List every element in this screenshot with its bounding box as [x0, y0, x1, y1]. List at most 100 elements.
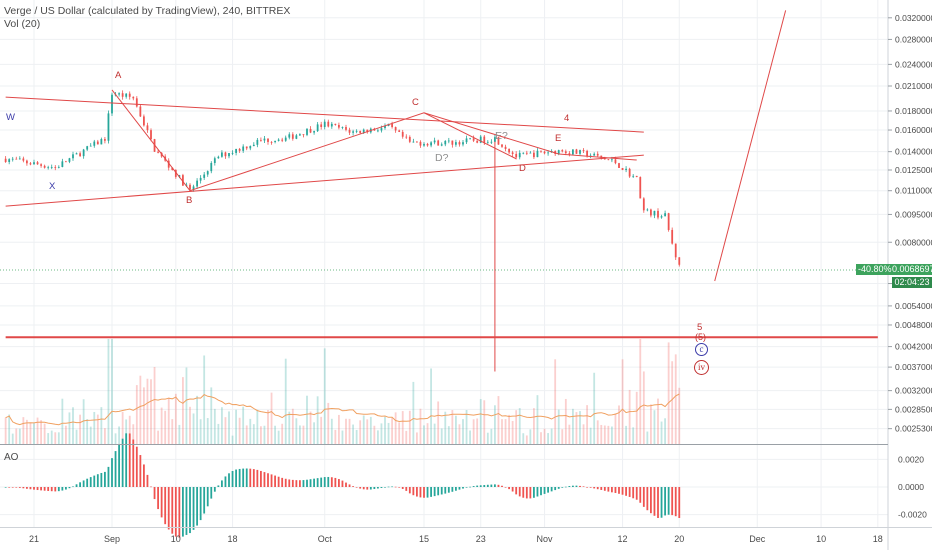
candle-body [345, 127, 347, 130]
ao-bar [479, 485, 482, 487]
candle-body [210, 162, 213, 172]
candle-body [274, 140, 276, 143]
wave-drawings[interactable] [5, 10, 878, 372]
candle-body [568, 153, 571, 155]
candle-body [394, 127, 397, 131]
candle-body [678, 257, 681, 265]
candle-body [469, 138, 471, 140]
candle-body [267, 138, 269, 142]
ao-bar [653, 487, 656, 516]
volume-bar [508, 414, 510, 444]
volume-bar [557, 409, 560, 444]
candle-body [494, 137, 496, 142]
upper-triangle-line[interactable] [5, 96, 644, 133]
candle-body [252, 144, 255, 147]
volume-bar [338, 414, 340, 444]
ao-bar [561, 487, 564, 488]
ao-bar [614, 487, 617, 493]
time-tick-1: Sep [104, 534, 120, 544]
ao-bar [57, 487, 60, 492]
candle-body [366, 129, 369, 133]
ao-bar [412, 487, 415, 496]
candle-body [203, 174, 206, 178]
volume-bar [639, 339, 642, 444]
volume-bar [252, 424, 255, 444]
ao-tick-label-0: 0.0020 [898, 454, 924, 464]
ao-bar [391, 486, 393, 488]
ao-bar [618, 487, 620, 494]
candle-body [327, 121, 330, 127]
ao-bar [373, 487, 376, 490]
candle-body [511, 152, 514, 154]
candle-body [256, 139, 259, 145]
volume-bar [104, 428, 106, 444]
ao-bar [341, 480, 344, 487]
ao-bar [295, 480, 298, 487]
ao-bar [260, 470, 262, 487]
volume-bar [671, 361, 674, 444]
candle-body [249, 146, 252, 149]
candle-body [586, 150, 588, 157]
ao-bar [50, 487, 53, 492]
candle-body [423, 143, 425, 146]
ao-bar [107, 466, 110, 487]
time-axis[interactable]: 21 Sep 10 18 Oct 15 23 Nov 12 20 Dec 10 18 [29, 534, 883, 544]
candle-body [660, 216, 663, 218]
rebound-projection-line[interactable] [714, 10, 787, 282]
ao-bar [508, 487, 510, 490]
candle-body [525, 152, 528, 154]
price-tick-label-1: 0.02800000 [895, 34, 932, 44]
volume-bar [674, 354, 677, 444]
candle-body [607, 159, 610, 161]
candle-body [543, 151, 546, 154]
wave-label-5-paren: (5) [695, 332, 706, 342]
candle-body [242, 146, 245, 151]
volume-bar [249, 418, 252, 444]
ao-bar [646, 487, 649, 511]
wave-c-d-line[interactable] [423, 112, 517, 160]
ao-bar [338, 479, 340, 487]
ao-bar [22, 487, 25, 489]
ao-bar [550, 487, 553, 492]
candle-body [288, 134, 291, 138]
volume-bar [43, 423, 46, 444]
candle-body [100, 139, 103, 145]
candle-body [132, 96, 135, 99]
ao-bar [263, 472, 266, 487]
ao-tick-label-2: -0.0020 [898, 510, 927, 520]
ao-bar [536, 487, 539, 497]
volume-bar [72, 407, 74, 444]
candle-body [11, 158, 14, 160]
volume-bar [256, 409, 259, 444]
ao-bar [394, 486, 397, 488]
volume-bar [245, 425, 248, 444]
ao-bar [330, 477, 333, 487]
volume-bar [93, 411, 96, 444]
ao-bar [160, 487, 163, 518]
price-tick-label-15: 0.00420000 [895, 342, 932, 352]
volume-bar [568, 424, 571, 444]
volume-bar [618, 405, 620, 444]
wave-label-b: B [186, 195, 193, 206]
lower-triangle-line[interactable] [5, 154, 644, 207]
candle-body [614, 159, 617, 164]
price-axis[interactable]: 0.03200000 0.02800000 0.02400000 0.02100000… [888, 13, 932, 434]
ao-axis[interactable]: 0.0020 0.0000 -0.0020 [898, 454, 927, 519]
candle-body [309, 128, 312, 133]
volume-bar [33, 423, 35, 444]
ao-bar [444, 487, 447, 494]
wave-label-5: 5 [697, 322, 703, 333]
ao-bar [189, 487, 191, 534]
candle-body [4, 158, 7, 163]
ao-bar [380, 487, 383, 488]
candle-body [380, 128, 383, 131]
candle-body [167, 160, 170, 168]
ao-bar [611, 487, 613, 493]
candle-body [196, 180, 198, 187]
candle-body [405, 136, 408, 138]
volume-bar [398, 422, 401, 444]
ao-bar [600, 487, 603, 490]
volume-bar [18, 428, 21, 444]
candle-body [653, 210, 656, 216]
